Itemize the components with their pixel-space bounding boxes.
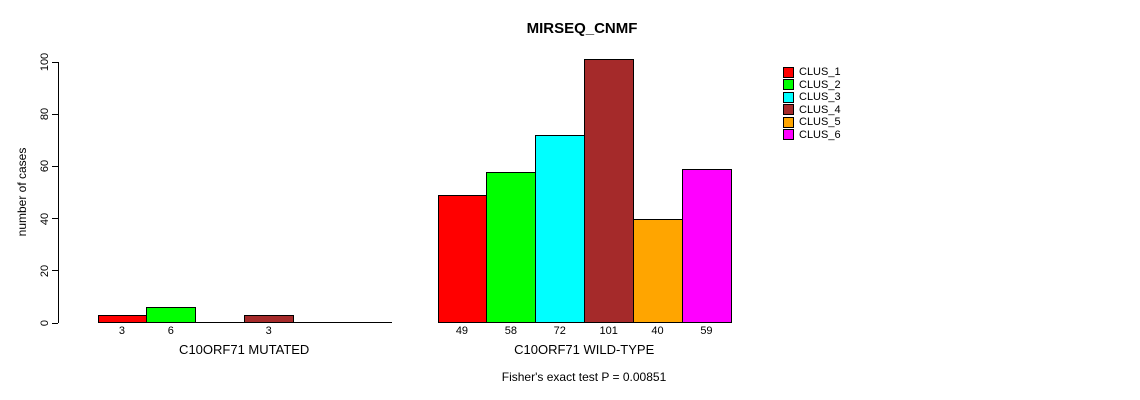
legend-color-swatch-CLUS_3 xyxy=(783,91,794,103)
bar-value-label: 40 xyxy=(651,325,664,337)
chart-title: MIRSEQ_CNMF xyxy=(526,20,638,37)
bar-CLUS_2-group2 xyxy=(486,172,537,323)
legend-color-swatch-CLUS_6 xyxy=(783,129,794,141)
legend-item: CLUS_3 xyxy=(783,91,841,104)
y-axis-tick xyxy=(52,61,58,63)
legend: CLUS_1 CLUS_2 CLUS_3 CLUS_4 CLUS_5 CLUS_6 xyxy=(783,66,841,141)
legend-color-swatch-CLUS_5 xyxy=(783,116,794,128)
legend-label: CLUS_2 xyxy=(799,78,841,91)
bar-value-label: 72 xyxy=(553,325,566,337)
y-axis-tick-label: 0 xyxy=(39,319,51,327)
y-axis-tick xyxy=(52,270,58,272)
legend-color-swatch-CLUS_4 xyxy=(783,104,794,116)
y-axis-tick-label: 20 xyxy=(39,264,51,277)
y-axis-tick-label: 40 xyxy=(39,212,51,225)
legend-item: CLUS_6 xyxy=(783,129,841,142)
bar-CLUS_4-group2 xyxy=(584,59,635,323)
y-axis-tick xyxy=(52,322,58,324)
y-axis-line xyxy=(58,62,59,323)
legend-label: CLUS_3 xyxy=(799,91,841,104)
bar-value-label: 101 xyxy=(599,325,618,337)
bar-value-label: 59 xyxy=(700,325,713,337)
legend-color-swatch-CLUS_2 xyxy=(783,79,794,91)
group-label: C10ORF71 MUTATED xyxy=(179,342,310,357)
y-axis-tick xyxy=(52,165,58,167)
bar-CLUS_6-group2 xyxy=(682,169,732,323)
legend-color-swatch-CLUS_1 xyxy=(783,66,794,78)
legend-label: CLUS_4 xyxy=(799,103,841,116)
legend-label: CLUS_5 xyxy=(799,116,841,129)
bar-value-label: 3 xyxy=(265,325,272,337)
bar-CLUS_4-group1 xyxy=(244,315,295,323)
y-axis-tick-label: 100 xyxy=(39,52,51,72)
bar-value-label: 58 xyxy=(504,325,517,337)
group-label: C10ORF71 WILD-TYPE xyxy=(514,342,655,357)
fisher-test-annotation: Fisher's exact test P = 0.00851 xyxy=(501,370,667,384)
y-axis-tick-label: 80 xyxy=(39,108,51,121)
bar-value-label: 6 xyxy=(167,325,174,337)
legend-item: CLUS_2 xyxy=(783,79,841,92)
legend-label: CLUS_1 xyxy=(799,66,841,79)
y-axis-title: number of cases xyxy=(15,147,29,237)
bar-value-label: 3 xyxy=(118,325,125,337)
y-axis-tick xyxy=(52,218,58,220)
legend-item: CLUS_1 xyxy=(783,66,841,79)
legend-item: CLUS_4 xyxy=(783,104,841,117)
legend-item: CLUS_5 xyxy=(783,116,841,129)
bar-CLUS_1-group1 xyxy=(97,315,148,323)
y-axis-tick-label: 60 xyxy=(39,160,51,173)
y-axis-tick xyxy=(52,113,58,115)
legend-label: CLUS_6 xyxy=(799,128,841,141)
bar-CLUS_1-group2 xyxy=(437,195,488,323)
bar-value-label: 49 xyxy=(455,325,469,337)
bar-CLUS_2-group1 xyxy=(146,307,197,323)
bar-CLUS_5-group2 xyxy=(633,219,683,323)
bar-CLUS_3-group2 xyxy=(535,135,586,323)
